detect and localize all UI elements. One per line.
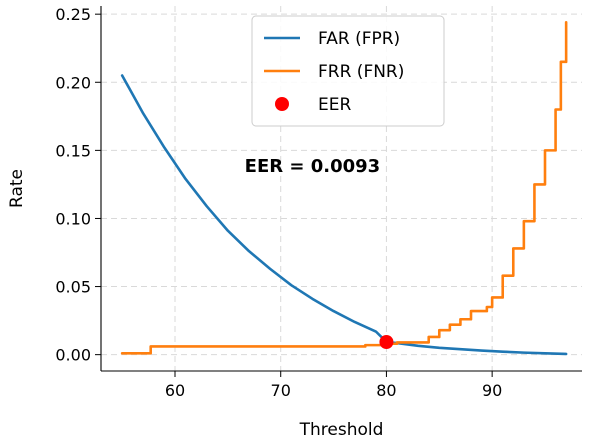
eer-marker [379, 334, 394, 349]
axes [100, 6, 582, 372]
x-tick-label: 70 [271, 381, 291, 400]
legend: FAR (FPR) FRR (FNR) EER [251, 15, 445, 127]
x-tick-label: 90 [482, 381, 502, 400]
frr-line [120, 21, 568, 355]
ticks: 60 70 80 90 0.00 0.05 0.10 0.15 0.20 0.25 [55, 5, 502, 400]
legend-eer-swatch [275, 97, 289, 111]
x-tick-label: 60 [165, 381, 185, 400]
legend-eer-label: EER [318, 95, 351, 115]
y-tick-label: 0.10 [55, 209, 91, 228]
y-tick-label: 0.00 [55, 346, 91, 365]
legend-box [251, 15, 445, 127]
series-lines [120, 21, 568, 356]
eer-point [379, 334, 394, 349]
y-tick-label: 0.20 [55, 73, 91, 92]
y-axis-label: Rate [7, 169, 27, 208]
legend-far-label: FAR (FPR) [318, 29, 400, 49]
eer-annotation: EER = 0.0093 [245, 156, 381, 177]
legend-frr-label: FRR (FNR) [318, 62, 404, 82]
x-axis-label: Threshold [299, 420, 384, 440]
x-tick-label: 80 [376, 381, 396, 400]
y-tick-label: 0.25 [55, 5, 91, 24]
y-tick-label: 0.05 [55, 278, 91, 297]
far-line [120, 74, 568, 356]
y-tick-label: 0.15 [55, 141, 91, 160]
